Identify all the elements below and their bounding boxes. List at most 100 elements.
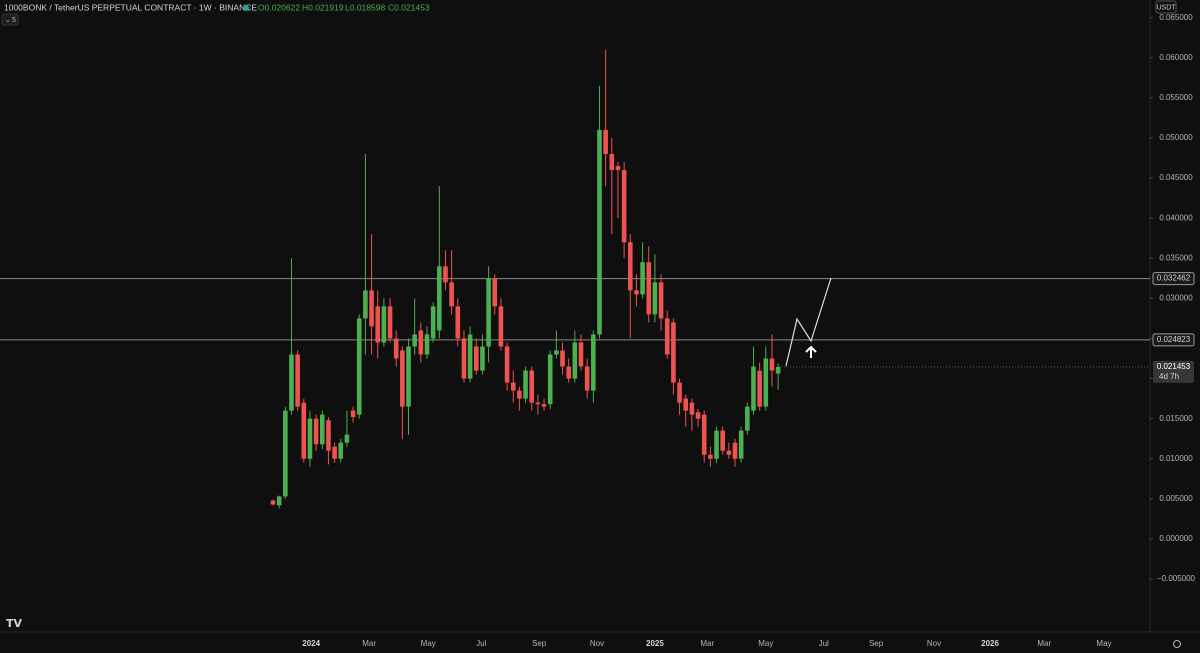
candle-body (381, 306, 387, 343)
candle-body (326, 420, 331, 451)
candle-body (455, 306, 461, 339)
ohlc-open: O0.020622 (258, 2, 300, 12)
y-tick-label: 0.015000 (1159, 414, 1193, 423)
last-price-label: 0.021453 (1157, 362, 1191, 371)
hline-label: 0.032462 (1157, 274, 1191, 283)
candle-body (732, 442, 738, 459)
x-tick-label: Mar (362, 639, 376, 648)
candle-body (387, 306, 393, 339)
candle-body (584, 366, 590, 391)
bar-countdown: 4d 7h (1159, 372, 1179, 381)
x-tick-label: Mar (700, 639, 714, 648)
x-tick-label: Jul (476, 639, 486, 648)
candle-body (319, 414, 325, 445)
settings-icon[interactable] (1173, 640, 1181, 648)
arrow-marker (805, 345, 817, 358)
candle-body (652, 282, 658, 315)
candle-body (627, 242, 633, 291)
candle-body (745, 406, 750, 431)
y-tick-label: 0.005000 (1159, 494, 1193, 503)
candle-body (535, 402, 541, 405)
candle-body (480, 346, 485, 371)
candle-body (418, 330, 424, 355)
candle-body (529, 370, 535, 403)
candle-body (578, 342, 584, 367)
candle-body (603, 129, 608, 154)
candle-body (498, 306, 504, 347)
candle-body (492, 278, 498, 307)
candle-body (313, 418, 319, 445)
candle-body (510, 382, 516, 391)
candle-body (708, 454, 713, 459)
candle-body (591, 334, 596, 391)
candle-body (295, 354, 300, 407)
candle-body (369, 290, 374, 327)
y-tick-label: 0.055000 (1159, 93, 1193, 102)
candle-body (283, 410, 288, 497)
x-tick-label: 2024 (302, 639, 320, 648)
candle-body (270, 500, 276, 505)
candle-body (609, 153, 615, 171)
y-tick-label: 0.050000 (1159, 133, 1193, 142)
candle-body (695, 412, 701, 419)
candle-body (621, 170, 627, 243)
candle-body (566, 366, 571, 379)
candle-body (375, 306, 381, 343)
candle-body (449, 282, 454, 307)
ohlc-high: H0.021919 (302, 2, 344, 12)
candle-body (763, 358, 769, 407)
candle-body (406, 346, 411, 407)
candle-body (757, 370, 762, 407)
candle-body (547, 354, 553, 405)
y-tick-label: −0.005000 (1157, 574, 1196, 583)
candle-body (412, 334, 417, 347)
y-tick-label: 0.045000 (1159, 173, 1193, 182)
x-tick-label: Sep (532, 639, 547, 648)
y-tick-label: 0.035000 (1159, 253, 1193, 262)
candle-body (461, 338, 467, 379)
x-tick-label: Nov (927, 639, 941, 648)
x-tick-label: May (421, 639, 436, 648)
y-tick-label: 0.040000 (1159, 213, 1193, 222)
price-axis: −0.005000 0.000000 0.005000 0.010000 0.01500… (1150, 13, 1196, 583)
y-tick-label: 0.065000 (1159, 13, 1193, 22)
x-tick-label: Jul (819, 639, 829, 648)
candle-body (473, 346, 479, 371)
candle-body (350, 410, 356, 418)
candle-body (738, 430, 744, 459)
market-status-dot (243, 5, 249, 11)
currency-label: USDT (1156, 4, 1176, 11)
candle-body (664, 318, 670, 355)
candle-body (437, 266, 442, 331)
collapse-button[interactable] (1, 13, 19, 26)
candle-body (400, 350, 405, 407)
candle-body (523, 370, 528, 399)
candle-body (640, 262, 645, 295)
candle-body (572, 342, 578, 379)
currency-button[interactable] (1155, 0, 1177, 14)
candle-body (720, 430, 725, 451)
candle-body (701, 414, 707, 455)
candle-body (356, 318, 362, 415)
candle-body (504, 346, 510, 383)
candle-body (646, 262, 652, 315)
collapse-count: 5 (12, 17, 16, 24)
candle-body (338, 442, 344, 459)
x-tick-label: Mar (1037, 639, 1051, 648)
candle-body (769, 358, 775, 371)
y-tick-label: 0.000000 (1159, 534, 1193, 543)
hline-label-box (1152, 272, 1195, 286)
x-tick-label: Nov (590, 639, 604, 648)
x-tick-label: May (1096, 639, 1111, 648)
candle-body (424, 334, 430, 355)
x-tick-label: May (758, 639, 773, 648)
y-tick-label: 0.010000 (1159, 454, 1193, 463)
ohlc-close: C0.021453 (388, 2, 430, 12)
candle-body (751, 366, 756, 411)
candle-body (289, 354, 294, 411)
candle-body (671, 322, 676, 383)
hline-label-box (1152, 333, 1195, 347)
candle-body (517, 390, 522, 399)
tv-logo[interactable]: 𝗧𝗩 (6, 618, 23, 630)
